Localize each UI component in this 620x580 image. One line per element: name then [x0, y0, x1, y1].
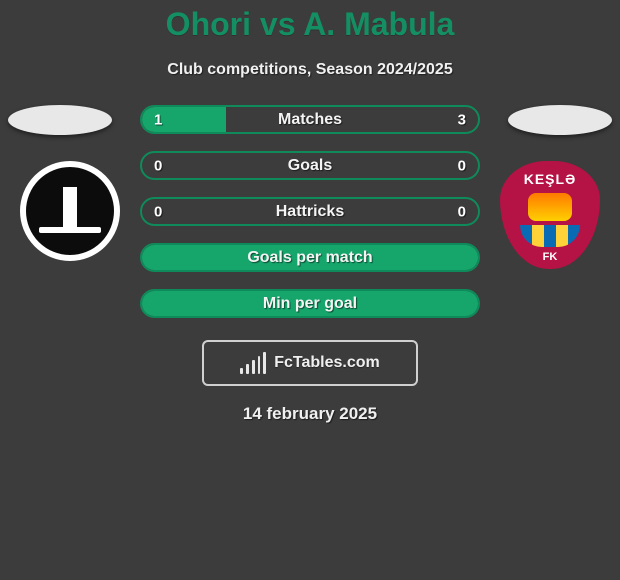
stat-label: Goals	[288, 157, 332, 175]
stat-bar: 1 3 Matches	[140, 105, 480, 134]
stat-label: Hattricks	[276, 203, 344, 221]
brand-watermark[interactable]: FcTables.com	[202, 340, 418, 386]
club-badge-right-name: KEŞLƏ	[524, 171, 577, 187]
player-photo-left	[8, 105, 112, 135]
club-badge-right: KEŞLƏ FK	[500, 161, 600, 269]
bar-chart-icon	[240, 352, 266, 374]
brand-text: FcTables.com	[274, 354, 380, 372]
stat-bar: 0 0 Hattricks	[140, 197, 480, 226]
stat-value-right: 3	[458, 111, 466, 128]
club-badge-left	[20, 161, 120, 261]
stat-bar: 0 0 Goals	[140, 151, 480, 180]
stat-value-right: 0	[458, 203, 466, 220]
stat-bar: Goals per match	[140, 243, 480, 272]
stat-label: Goals per match	[247, 249, 372, 267]
stat-value-left: 0	[154, 203, 162, 220]
comparison-arena: KEŞLƏ FK 1 3 Matches 0 0 Goals 0 0 Hattricks Goal…	[0, 105, 620, 318]
date-text: 14 february 2025	[0, 404, 620, 424]
stat-label: Matches	[278, 111, 342, 129]
subtitle: Club competitions, Season 2024/2025	[0, 61, 620, 79]
stat-label: Min per goal	[263, 295, 357, 313]
club-badge-right-sub: FK	[543, 251, 558, 263]
page-title: Ohori vs A. Mabula	[0, 0, 620, 43]
stat-value-left: 0	[154, 157, 162, 174]
stat-value-right: 0	[458, 157, 466, 174]
player-photo-right	[508, 105, 612, 135]
stat-value-left: 1	[154, 111, 162, 128]
stat-bars: 1 3 Matches 0 0 Goals 0 0 Hattricks Goals per mat…	[140, 105, 480, 318]
stat-bar: Min per goal	[140, 289, 480, 318]
